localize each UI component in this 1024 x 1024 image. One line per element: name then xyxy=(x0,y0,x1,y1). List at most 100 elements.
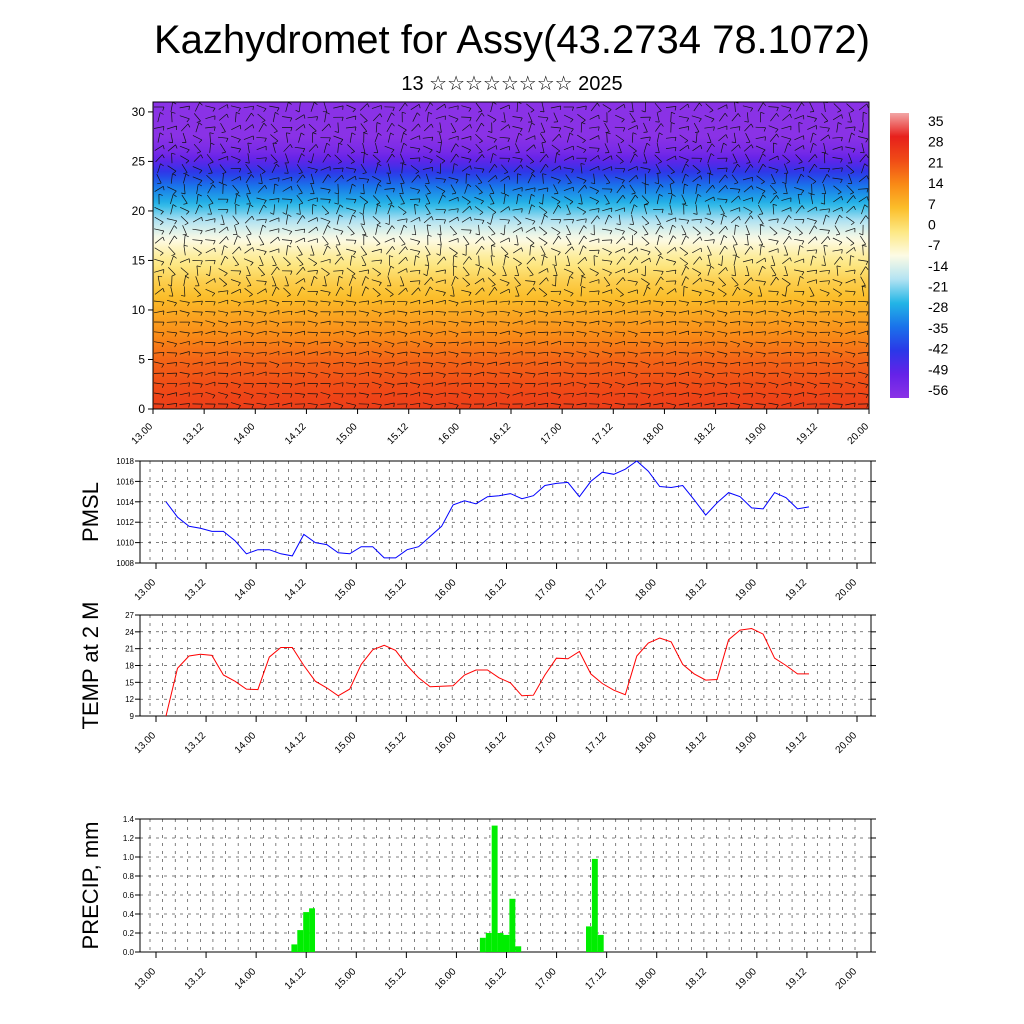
x-tick-label: 17.00 xyxy=(533,577,559,603)
x-tick-label: 20.00 xyxy=(834,730,860,756)
x-tick-label: 15.12 xyxy=(383,966,409,992)
y-tick-label: 1010 xyxy=(116,539,134,548)
x-tick-label: 13.00 xyxy=(133,730,159,756)
y-tick-label: 15 xyxy=(125,678,134,687)
precip-bar xyxy=(503,934,510,952)
x-tick-label: 18.00 xyxy=(641,421,667,447)
x-tick-label: 19.00 xyxy=(734,966,760,992)
y-tick-label: 1012 xyxy=(116,518,134,527)
y-tick-label: 20 xyxy=(132,204,146,218)
y-tick-label: 25 xyxy=(132,154,146,168)
x-tick-label: 18.12 xyxy=(683,730,709,756)
x-tick-label: 19.12 xyxy=(784,730,810,756)
colorbar-label: -21 xyxy=(928,279,948,295)
x-tick-label: 13.12 xyxy=(181,421,207,447)
colorbar-label: 35 xyxy=(928,113,944,129)
x-tick-label: 17.00 xyxy=(539,421,565,447)
x-tick-label: 20.00 xyxy=(846,421,872,447)
x-tick-label: 14.00 xyxy=(233,730,259,756)
y-tick-label: 0.2 xyxy=(123,929,135,938)
pmsl-frame xyxy=(139,460,872,564)
x-tick-label: 15.12 xyxy=(383,577,409,603)
colorbar-label: 0 xyxy=(928,216,936,232)
y-tick-label: 15 xyxy=(132,253,146,267)
precip-bar xyxy=(509,898,516,952)
x-tick-label: 13.12 xyxy=(183,577,209,603)
pmsl-series-line xyxy=(165,460,810,559)
y-tick-label: 27 xyxy=(125,611,134,620)
y-tick-label: 1.0 xyxy=(123,853,135,862)
x-tick-label: 20.00 xyxy=(834,577,860,603)
x-tick-label: 14.12 xyxy=(283,966,309,992)
y-tick-label: 1.4 xyxy=(123,815,135,824)
x-tick-label: 19.12 xyxy=(784,966,810,992)
x-tick-label: 19.00 xyxy=(743,421,769,447)
x-tick-label: 15.00 xyxy=(333,730,359,756)
y-tick-label: 30 xyxy=(132,105,146,119)
precip-bar xyxy=(591,858,598,952)
y-tick-label: 10 xyxy=(132,303,146,317)
x-tick-label: 16.00 xyxy=(433,577,459,603)
y-tick-label: 1014 xyxy=(116,498,134,507)
x-tick-label: 17.00 xyxy=(533,730,559,756)
x-tick-label: 18.12 xyxy=(683,966,709,992)
precip-bar xyxy=(303,912,310,952)
temp2m-series-line xyxy=(165,627,809,717)
x-tick-label: 17.12 xyxy=(590,421,616,447)
x-tick-label: 16.12 xyxy=(483,966,509,992)
chart-title: Kazhydromet for Assy(43.2734 78.1072) xyxy=(154,18,870,62)
x-tick-label: 15.00 xyxy=(334,421,360,447)
x-tick-label: 15.00 xyxy=(333,577,359,603)
y-tick-label: 9 xyxy=(130,712,135,721)
colorbar-label: 7 xyxy=(928,196,936,212)
precip-ylabel: PRECIP, mm xyxy=(78,822,103,950)
x-tick-label: 19.12 xyxy=(795,421,821,447)
x-tick-label: 13.00 xyxy=(130,421,156,447)
x-tick-label: 18.00 xyxy=(633,730,659,756)
pmsl-ylabel: PMSL xyxy=(78,482,103,542)
y-tick-label: 1.2 xyxy=(123,834,135,843)
colorbar-label: -14 xyxy=(928,258,948,274)
x-tick-label: 14.12 xyxy=(283,577,309,603)
y-tick-label: 24 xyxy=(125,628,134,637)
x-tick-label: 15.00 xyxy=(333,966,359,992)
x-tick-label: 14.00 xyxy=(232,421,258,447)
x-tick-label: 13.12 xyxy=(183,730,209,756)
colorbar-label: 14 xyxy=(928,175,944,191)
y-tick-label: 0.0 xyxy=(123,948,135,957)
colorbar-label: 21 xyxy=(928,154,944,170)
x-tick-label: 19.00 xyxy=(734,577,760,603)
x-tick-label: 13.00 xyxy=(133,577,159,603)
x-tick-label: 18.12 xyxy=(692,421,718,447)
x-tick-label: 14.12 xyxy=(283,421,309,447)
x-tick-label: 18.12 xyxy=(683,577,709,603)
x-tick-label: 17.00 xyxy=(533,966,559,992)
precip-bar xyxy=(485,933,492,952)
colorbar-label: -56 xyxy=(928,382,948,398)
y-tick-label: 21 xyxy=(125,645,134,654)
y-tick-label: 0.8 xyxy=(123,872,135,881)
colorbar-label: 28 xyxy=(928,134,944,150)
precip-bar xyxy=(309,908,315,952)
x-tick-label: 17.12 xyxy=(583,577,609,603)
colorbar-label: -28 xyxy=(928,299,948,315)
x-tick-label: 18.00 xyxy=(633,966,659,992)
y-tick-label: 1016 xyxy=(116,477,134,486)
x-tick-label: 16.12 xyxy=(483,730,509,756)
y-tick-label: 0 xyxy=(138,402,145,416)
x-tick-label: 19.00 xyxy=(734,730,760,756)
temperature-field xyxy=(153,102,869,409)
x-tick-label: 18.00 xyxy=(633,577,659,603)
colorbar-label: -42 xyxy=(928,341,948,357)
precip-bar xyxy=(515,946,522,952)
x-tick-label: 16.00 xyxy=(433,730,459,756)
x-tick-label: 16.12 xyxy=(483,577,509,603)
y-tick-label: 5 xyxy=(138,352,145,366)
precip-bar xyxy=(297,930,304,952)
precip-bar xyxy=(497,933,504,952)
x-tick-label: 17.12 xyxy=(583,966,609,992)
y-tick-label: 1018 xyxy=(116,457,134,466)
colorbar-label: -35 xyxy=(928,320,948,336)
x-tick-label: 15.12 xyxy=(385,421,411,447)
precip-bar xyxy=(491,825,498,952)
